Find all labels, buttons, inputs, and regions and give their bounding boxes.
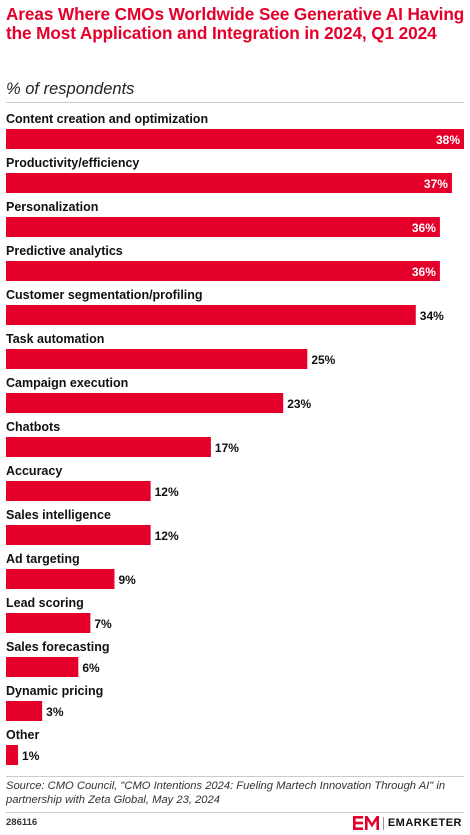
category-label: Personalization: [6, 200, 98, 214]
source-note: Source: CMO Council, "CMO Intentions 202…: [6, 780, 446, 806]
category-label: Sales intelligence: [6, 508, 111, 522]
value-label: 36%: [412, 265, 436, 279]
value-label: 34%: [420, 309, 444, 323]
chart-subtitle: % of respondents: [6, 80, 135, 98]
bar-chart: Content creation and optimization 38% Prod…: [6, 112, 464, 765]
bar: [6, 437, 211, 457]
bar-row: Task automation 25%: [6, 332, 336, 369]
bar: [6, 481, 151, 501]
emarketer-logo-icon: [352, 816, 379, 830]
category-label: Customer segmentation/profiling: [6, 288, 203, 302]
brand-name: EMARKETER: [387, 817, 462, 829]
bar-row: Other 1%: [6, 728, 40, 765]
bar-row: Customer segmentation/profiling 34%: [6, 288, 444, 325]
category-label: Sales forecasting: [6, 640, 110, 654]
bar: [6, 261, 440, 281]
bar-row: Predictive analytics 36%: [6, 244, 440, 281]
bar-row: Campaign execution 23%: [6, 376, 312, 413]
category-label: Productivity/efficiency: [6, 156, 139, 170]
bar-row: Dynamic pricing 3%: [6, 684, 103, 721]
value-label: 37%: [424, 177, 448, 191]
value-label: 23%: [287, 397, 311, 411]
bar-row: Ad targeting 9%: [6, 552, 136, 589]
category-label: Task automation: [6, 332, 104, 346]
bar: [6, 525, 151, 545]
bar: [6, 129, 464, 149]
bar: [6, 173, 452, 193]
footer-divider: [6, 812, 464, 813]
category-label: Campaign execution: [6, 376, 128, 390]
source-divider: [6, 776, 464, 777]
chart-title: Areas Where CMOs Worldwide See Generativ…: [6, 4, 465, 43]
bar-row: Personalization 36%: [6, 200, 440, 237]
value-label: 12%: [155, 485, 179, 499]
bar-row: Content creation and optimization 38%: [6, 112, 464, 149]
bar-row: Accuracy 12%: [6, 464, 179, 501]
bar-row: Lead scoring 7%: [6, 596, 112, 633]
bar: [6, 569, 115, 589]
category-label: Lead scoring: [6, 596, 84, 610]
chart-id: 286116: [6, 817, 38, 828]
bar: [6, 657, 79, 677]
category-label: Predictive analytics: [6, 244, 123, 258]
bar: [6, 613, 91, 633]
bar-row: Productivity/efficiency 37%: [6, 156, 452, 193]
bar: [6, 349, 308, 369]
category-label: Dynamic pricing: [6, 684, 103, 698]
category-label: Ad targeting: [6, 552, 80, 566]
value-label: 12%: [155, 529, 179, 543]
value-label: 17%: [215, 441, 239, 455]
value-label: 3%: [46, 705, 64, 719]
bar-row: Sales intelligence 12%: [6, 508, 179, 545]
bar: [6, 393, 284, 413]
bar: [6, 305, 416, 325]
value-label: 36%: [412, 221, 436, 235]
category-label: Content creation and optimization: [6, 112, 208, 126]
brand-logo-group: EMARKETER: [352, 815, 462, 831]
value-label: 25%: [311, 353, 335, 367]
bar-row: Sales forecasting 6%: [6, 640, 110, 677]
bar: [6, 745, 19, 765]
category-label: Accuracy: [6, 464, 62, 478]
brand-divider: [382, 816, 384, 830]
value-label: 9%: [118, 573, 136, 587]
category-label: Other: [6, 728, 39, 742]
bar-row: Chatbots 17%: [6, 420, 239, 457]
bar: [6, 701, 43, 721]
top-divider: [6, 102, 464, 103]
value-label: 7%: [94, 617, 112, 631]
value-label: 38%: [436, 133, 460, 147]
value-label: 6%: [82, 661, 100, 675]
category-label: Chatbots: [6, 420, 60, 434]
value-label: 1%: [22, 749, 40, 763]
bar: [6, 217, 440, 237]
